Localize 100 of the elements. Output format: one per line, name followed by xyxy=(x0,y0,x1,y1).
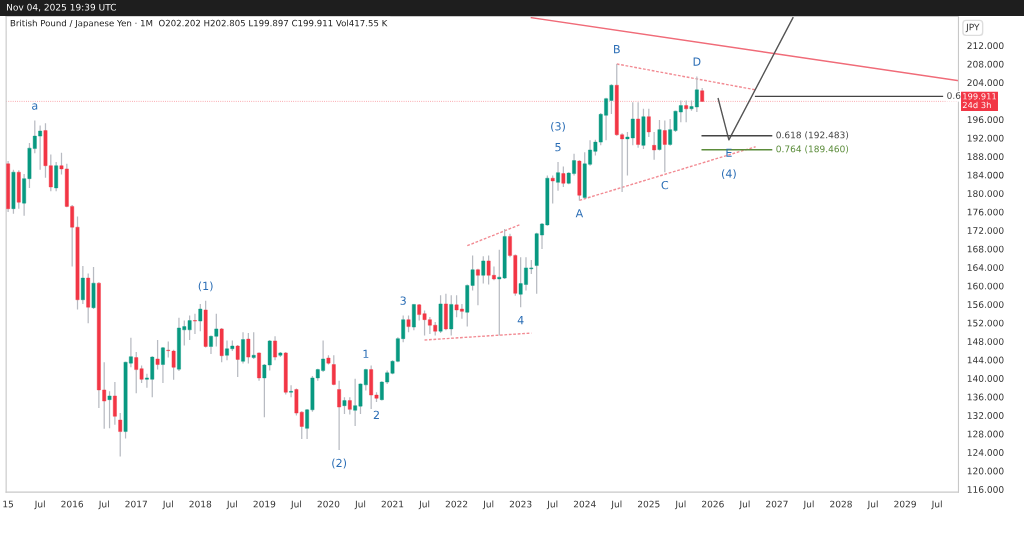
candlestick xyxy=(331,354,336,386)
annotation: B xyxy=(614,45,620,54)
annotation: 2 xyxy=(373,410,379,419)
y-tick-label: 168.000 xyxy=(967,245,1004,253)
y-tick-label: 184.000 xyxy=(967,171,1004,179)
text: Nov 04, 2025 19:39 UTC xyxy=(7,3,116,12)
ref-line-label: 199.911 24d 3h xyxy=(962,93,996,109)
candlestick xyxy=(198,303,203,332)
x-tick-label: Jul xyxy=(418,500,430,510)
candlestick xyxy=(556,161,560,192)
y-axis-title: JPY xyxy=(965,23,980,33)
candlestick xyxy=(54,161,59,192)
x-tick-label: Jul xyxy=(610,500,622,510)
x-tick-label: Jul xyxy=(803,500,814,510)
candlestick xyxy=(107,390,112,429)
y-tick-label: 204.000 xyxy=(967,79,1004,87)
candlestick xyxy=(113,381,117,426)
y-tick-label: 192.000 xyxy=(967,134,1004,142)
x-tick-label: Jul xyxy=(354,500,366,510)
annotation: (1) xyxy=(198,281,213,292)
y-tick-label: 172.000 xyxy=(967,227,1004,234)
x-tick-label: 2017 xyxy=(125,500,147,508)
candlestick xyxy=(241,331,245,365)
y-tick-label: 128.000 xyxy=(967,430,1004,438)
x-tick-label: Jul xyxy=(226,500,237,510)
y-tick-label: 140.000 xyxy=(967,375,1004,382)
y-tick-label: 144.000 xyxy=(967,356,1004,364)
y-tick-label: 164.000 xyxy=(967,264,1004,271)
candlestick xyxy=(235,344,240,378)
x-tick-label: 2019 xyxy=(253,500,276,508)
y-tick-label: 160.000 xyxy=(967,282,1004,290)
x-tick-label: Jul xyxy=(162,500,173,510)
x-tick-label: 2028 xyxy=(830,500,852,508)
y-tick-label: 124.000 xyxy=(967,449,1004,456)
candlestick xyxy=(251,331,256,360)
series-label: 0.764 (189.460) xyxy=(776,145,849,154)
y-tick-label: 120.000 xyxy=(967,467,1004,475)
y-tick-label: 188.000 xyxy=(967,153,1004,161)
y-tick-label: 156.000 xyxy=(967,301,1004,308)
x-tick-label: 15 xyxy=(3,500,14,508)
candlestick xyxy=(662,119,667,173)
x-tick-label: Jul xyxy=(674,500,686,510)
y-tick-label: 212.000 xyxy=(967,42,1004,50)
x-tick-label: 2020 xyxy=(317,500,340,508)
candlestick xyxy=(246,332,251,365)
annotation: 4 xyxy=(517,316,524,325)
x-tick-label: 2022 xyxy=(445,500,468,508)
annotation: (2) xyxy=(332,458,347,469)
annotation: (4) xyxy=(721,169,736,180)
candlestick xyxy=(652,131,656,161)
x-tick-label: Jul xyxy=(867,500,878,510)
y-tick-label: 136.000 xyxy=(967,393,1004,401)
candlestick xyxy=(412,303,416,331)
x-tick-label: Jul xyxy=(738,500,750,510)
x-tick-label: 2016 xyxy=(61,500,84,508)
x-tick-label: Jul xyxy=(98,500,109,510)
annotation: a xyxy=(32,103,38,110)
annotation: C xyxy=(661,180,669,190)
annotation: 1 xyxy=(363,349,369,358)
y-tick-label: 180.000 xyxy=(967,190,1004,197)
candlestick xyxy=(476,268,480,306)
x-tick-label: Jul xyxy=(546,500,558,510)
candlestick xyxy=(684,99,689,123)
candlestick xyxy=(118,412,123,458)
x-tick-label: 2027 xyxy=(766,500,788,508)
x-tick-label: 2029 xyxy=(894,500,916,508)
candlestick xyxy=(80,265,85,305)
y-tick-label: 116.000 xyxy=(967,486,1004,493)
y-tick-label: 196.000 xyxy=(967,116,1004,124)
x-tick-label: 2026 xyxy=(702,500,724,508)
candlestick xyxy=(193,313,197,335)
y-tick-label: 132.000 xyxy=(967,412,1004,419)
annotation: E xyxy=(726,148,732,157)
candlestick xyxy=(161,346,165,384)
series-label: 0.618 (192.483) xyxy=(776,131,849,140)
candlestick xyxy=(273,335,277,361)
series-label: 0.6 xyxy=(947,92,961,99)
candlestick xyxy=(481,255,486,285)
x-tick-label: Jul xyxy=(290,500,302,510)
annotation: 5 xyxy=(555,143,561,152)
x-tick-label: 2023 xyxy=(509,500,532,508)
y-tick-label: 208.000 xyxy=(967,60,1004,68)
candlestick xyxy=(561,165,566,188)
y-tick-label: 176.000 xyxy=(967,208,1004,216)
x-tick-label: 2024 xyxy=(573,500,596,508)
candlestick xyxy=(646,108,651,138)
x-tick-label: Jul xyxy=(931,500,942,510)
y-tick-label: 152.000 xyxy=(967,319,1004,327)
candlestick xyxy=(337,380,341,451)
x-tick-label: 2018 xyxy=(189,500,212,508)
y-tick-label: 148.000 xyxy=(967,338,1004,345)
x-tick-label: 2021 xyxy=(381,500,404,508)
chart-title: British Pound / Japanese Yen · 1M O202.202 H202.805 L199.897 C199.911 Vol417.55 K xyxy=(10,19,388,29)
annotation: (3) xyxy=(551,121,565,132)
annotation: D xyxy=(693,57,701,66)
candlestick xyxy=(155,339,160,371)
candlestick xyxy=(289,384,293,398)
candlestick xyxy=(550,174,555,205)
candlestick xyxy=(657,119,662,152)
annotation: A xyxy=(575,209,584,218)
